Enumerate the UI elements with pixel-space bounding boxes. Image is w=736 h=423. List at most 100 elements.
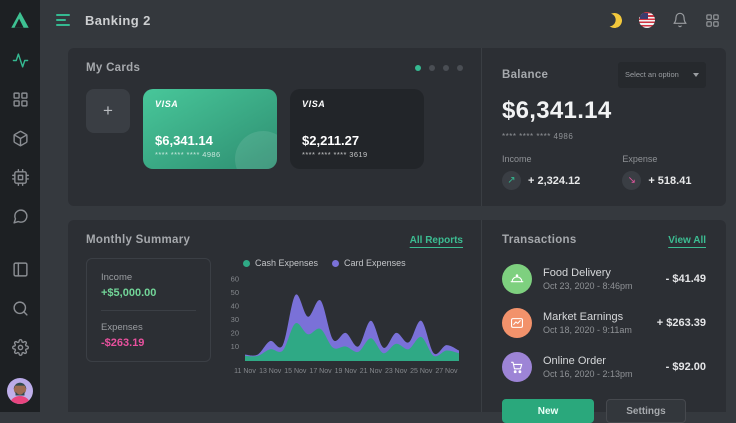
search-icon: [12, 301, 28, 316]
svg-text:40: 40: [231, 301, 239, 310]
menu-toggle-icon[interactable]: [56, 14, 71, 26]
sidebar-item-dashboard[interactable]: [12, 52, 29, 69]
apps-menu-button[interactable]: [705, 13, 720, 28]
transactions-list: Food Delivery Oct 23, 2020 - 8:46pm - $4…: [502, 257, 706, 389]
sidebar-item-apps[interactable]: [12, 91, 29, 108]
svg-text:30: 30: [231, 315, 239, 324]
summary-transactions-panel: Monthly Summary All Reports Income +$5,0…: [68, 220, 726, 423]
us-flag-icon: [639, 12, 655, 28]
carousel-dot[interactable]: [429, 65, 435, 71]
svg-text:15 Nov: 15 Nov: [284, 368, 307, 375]
legend-dot-card: [332, 259, 340, 267]
language-selector[interactable]: [639, 12, 655, 28]
income-arrow-icon: ↗: [502, 171, 521, 190]
balance-title: Balance: [502, 69, 549, 81]
expense-arrow-icon: ↘: [622, 171, 642, 190]
transaction-amount: + $263.39: [656, 317, 706, 329]
notifications-button[interactable]: [672, 12, 688, 28]
sidebar: [0, 40, 40, 412]
chart-area: Cash Expenses Card Expenses 10 20 30 40 50 60…: [225, 258, 463, 380]
balance-card-number: **** **** **** 4986: [502, 132, 574, 141]
income-stat: Income ↗ + 2,324.12: [502, 154, 580, 190]
svg-text:50: 50: [231, 288, 239, 297]
transaction-info: Online Order Oct 16, 2020 - 2:13pm: [543, 355, 633, 379]
plus-icon: +: [103, 101, 113, 120]
grid-icon: [12, 92, 28, 107]
svg-text:60: 60: [231, 274, 239, 283]
svg-text:11 Nov: 11 Nov: [234, 368, 256, 375]
sidebar-item-integrations[interactable]: [11, 169, 29, 186]
dark-mode-toggle[interactable]: [607, 13, 622, 28]
svg-text:17 Nov: 17 Nov: [309, 368, 332, 375]
visa-logo: VISA: [155, 99, 179, 109]
select-label: Select an option: [625, 70, 679, 80]
bank-card-primary[interactable]: VISA $6,341.14 **** **** **** 4986: [143, 89, 277, 169]
balance-select-dropdown[interactable]: Select an option: [618, 62, 706, 88]
legend-dot-cash: [243, 259, 250, 267]
topbar: Banking 2: [40, 0, 736, 40]
bell-icon: [673, 12, 687, 28]
user-avatar[interactable]: [7, 378, 33, 404]
card-number: **** **** **** 4986: [155, 150, 221, 159]
chat-bubble-icon: [12, 209, 28, 224]
bank-card-secondary[interactable]: VISA $2,211.27 **** **** **** 3619: [290, 89, 424, 169]
card-amount: $6,341.14: [155, 133, 213, 148]
legend-label: Card Expenses: [344, 258, 406, 268]
svg-text:13 Nov: 13 Nov: [259, 368, 282, 375]
svg-text:21 Nov: 21 Nov: [360, 368, 383, 375]
svg-text:19 Nov: 19 Nov: [335, 368, 358, 375]
moon-icon: [605, 11, 623, 29]
transaction-row[interactable]: Market Earnings Oct 18, 2020 - 9:11am + …: [502, 301, 706, 345]
chart-icon: [502, 308, 532, 338]
cards-balance-panel: My Cards + VISA $6,341.14 **** **** ****…: [68, 48, 726, 206]
shopping-cart-icon: [502, 352, 532, 382]
income-value: + 2,324.12: [528, 174, 581, 187]
box-icon: [12, 130, 28, 147]
carousel-dot[interactable]: [457, 65, 463, 71]
divider: [101, 310, 196, 311]
monthly-chart: 10 20 30 40 50 60 11 Nov 13 Nov 15 Nov 17 Nov 19 N…: [231, 274, 459, 375]
triangle-logo-icon: [11, 11, 29, 28]
chevron-down-icon: [693, 73, 699, 77]
summary-expenses-label: Expenses: [101, 322, 143, 333]
transactions-section: Transactions View All Food Delivery Oct …: [482, 220, 726, 423]
monthly-summary-section: Monthly Summary All Reports Income +$5,0…: [68, 220, 482, 412]
view-all-link[interactable]: View All: [668, 234, 706, 246]
transaction-amount: - $92.00: [665, 361, 706, 373]
transaction-row[interactable]: Food Delivery Oct 23, 2020 - 8:46pm - $4…: [502, 257, 706, 301]
card-amount: $2,211.27: [302, 133, 360, 148]
sidebar-item-products[interactable]: [12, 130, 29, 147]
monthly-summary-title: Monthly Summary: [86, 234, 191, 246]
summary-expenses-value: -$263.19: [101, 337, 145, 349]
transaction-name: Market Earnings: [543, 311, 624, 323]
page-title: Banking 2: [85, 12, 151, 28]
carousel-dot[interactable]: [443, 65, 449, 71]
transactions-title: Transactions: [502, 234, 577, 246]
gear-icon: [11, 339, 29, 356]
expense-stat: Expense ↘ + 518.41: [622, 154, 691, 190]
sidebar-layout-icon: [12, 262, 28, 277]
new-button[interactable]: New: [502, 399, 594, 423]
food-cloche-icon: [502, 264, 532, 294]
app-logo[interactable]: [0, 0, 40, 40]
income-label: Income: [502, 154, 532, 164]
income-expenses-box: Income +$5,000.00 Expenses -$263.19: [86, 258, 211, 362]
sidebar-item-search[interactable]: [12, 300, 29, 317]
add-card-button[interactable]: +: [86, 89, 130, 133]
svg-text:10: 10: [231, 342, 239, 351]
transaction-row[interactable]: Online Order Oct 16, 2020 - 2:13pm - $92…: [502, 345, 706, 389]
all-reports-link[interactable]: All Reports: [409, 234, 463, 246]
my-cards-section: My Cards + VISA $6,341.14 **** **** ****…: [68, 48, 482, 206]
settings-button[interactable]: Settings: [606, 399, 686, 423]
summary-income-value: +$5,000.00: [101, 287, 157, 299]
grid-icon: [706, 13, 719, 27]
sidebar-item-settings[interactable]: [11, 339, 29, 356]
sidebar-item-messages[interactable]: [12, 208, 29, 225]
transaction-name: Food Delivery: [543, 267, 611, 279]
svg-text:25 Nov: 25 Nov: [410, 368, 433, 375]
svg-text:20: 20: [231, 328, 239, 337]
expense-label: Expense: [622, 154, 658, 164]
sidebar-item-layout[interactable]: [12, 261, 29, 278]
transaction-date: Oct 16, 2020 - 2:13pm: [543, 369, 633, 379]
carousel-dot[interactable]: [415, 65, 421, 71]
